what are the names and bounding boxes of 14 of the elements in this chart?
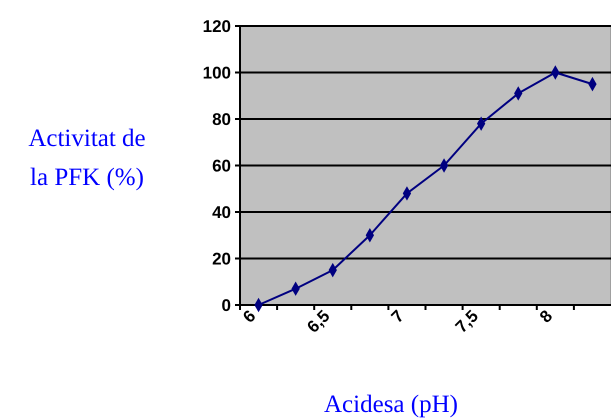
x-tick-label: 6,5 (303, 306, 334, 337)
y-tick-label: 60 (212, 156, 231, 176)
y-tick-label: 20 (212, 249, 231, 268)
y-tick-label: 120 (202, 16, 231, 36)
x-tick-label: 7 (388, 306, 408, 327)
x-tick-label: 7,5 (452, 306, 482, 337)
y-axis-title: Activitat de la PFK (%) (28, 125, 146, 191)
x-tick-label: 6 (239, 306, 260, 327)
y-tick-label: 100 (202, 63, 231, 82)
x-axis-title: Acidesa (pH) (324, 391, 458, 418)
x-tick-label: 8 (536, 306, 556, 327)
y-tick-label: 0 (222, 296, 231, 315)
y-tick-label: 40 (212, 202, 231, 222)
y-tick-label: 80 (212, 110, 231, 129)
